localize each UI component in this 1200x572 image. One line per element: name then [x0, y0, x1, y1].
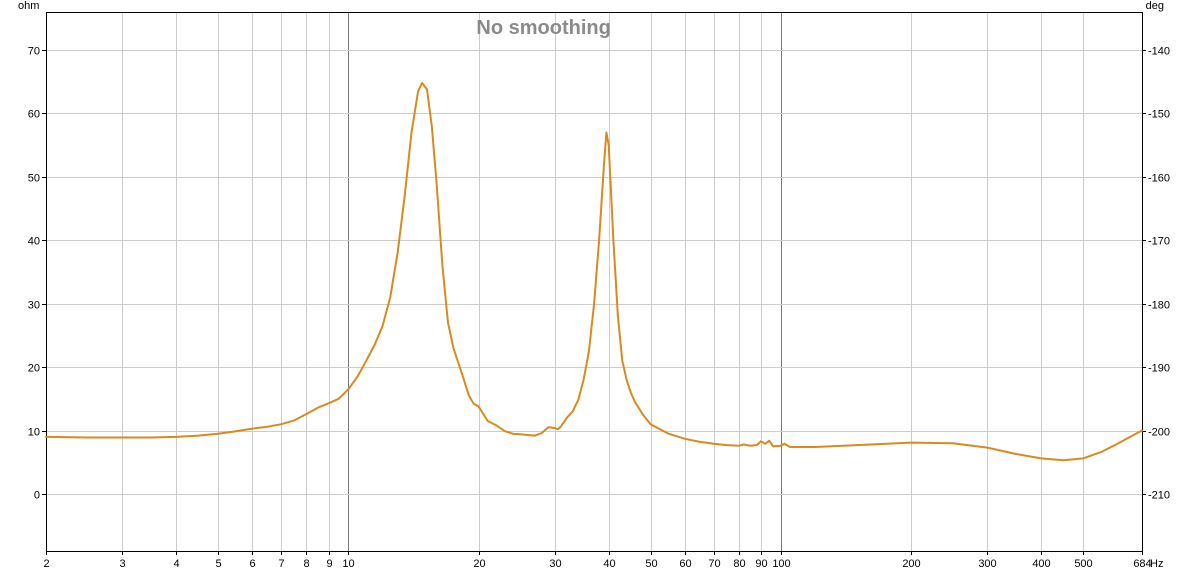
y-tick-label: 60 — [28, 109, 40, 121]
x-tick-label: 90 — [755, 558, 767, 570]
x-tick-label: 5 — [215, 558, 221, 570]
y-tick-label: 20 — [28, 363, 40, 375]
x-tick-label: 400 — [1032, 558, 1050, 570]
x-tick-label: 6 — [249, 558, 255, 570]
y2-tick-label: -190 — [1148, 363, 1170, 375]
y-tick-label: 30 — [28, 300, 40, 312]
x-tick-label: 50 — [645, 558, 657, 570]
right-axis-unit: deg — [1146, 0, 1164, 12]
y-tick-label: 50 — [28, 173, 40, 185]
x-tick-label: 684 — [1133, 558, 1151, 570]
y2-tick-label: -140 — [1148, 46, 1170, 58]
y2-tick-label: -210 — [1148, 490, 1170, 502]
x-tick-label: 8 — [303, 558, 309, 570]
y-tick-label: 40 — [28, 236, 40, 248]
x-tick-label: 4 — [173, 558, 179, 570]
x-tick-label: 200 — [902, 558, 920, 570]
plot-frame — [46, 12, 1143, 552]
x-tick-label: 2 — [43, 558, 49, 570]
x-tick-label: 70 — [708, 558, 720, 570]
x-tick-label: 30 — [549, 558, 561, 570]
x-tick-label: 3 — [119, 558, 125, 570]
chart-title: No smoothing — [476, 17, 610, 39]
y2-tick-label: -180 — [1148, 300, 1170, 312]
x-tick-label: 60 — [679, 558, 691, 570]
x-tick-label: 300 — [978, 558, 996, 570]
x-tick-label: 100 — [772, 558, 790, 570]
x-tick-label: 500 — [1074, 558, 1092, 570]
x-tick-label: 7 — [278, 558, 284, 570]
y2-tick-label: -170 — [1148, 236, 1170, 248]
left-axis-unit: ohm — [18, 0, 39, 12]
y-tick-label: 0 — [34, 490, 40, 502]
impedance-curve — [45, 82, 1143, 462]
y2-tick-label: -160 — [1148, 173, 1170, 185]
y2-tick-label: -200 — [1148, 427, 1170, 439]
x-axis-unit: Hz — [1150, 558, 1163, 570]
x-tick-label: 40 — [603, 558, 615, 570]
x-tick-label: 20 — [473, 558, 485, 570]
y-tick-label: 10 — [28, 427, 40, 439]
x-tick-label: 10 — [342, 558, 354, 570]
x-tick-label: 80 — [733, 558, 745, 570]
x-tick-label: 9 — [326, 558, 332, 570]
y-tick-label: 70 — [28, 46, 40, 58]
tick-labels: 2 3 4 5 6 7 8 9 10 20 30 40 50 60 70 80 90 100 200 300 400 50… — [28, 46, 1170, 571]
y2-tick-label: -150 — [1148, 109, 1170, 121]
